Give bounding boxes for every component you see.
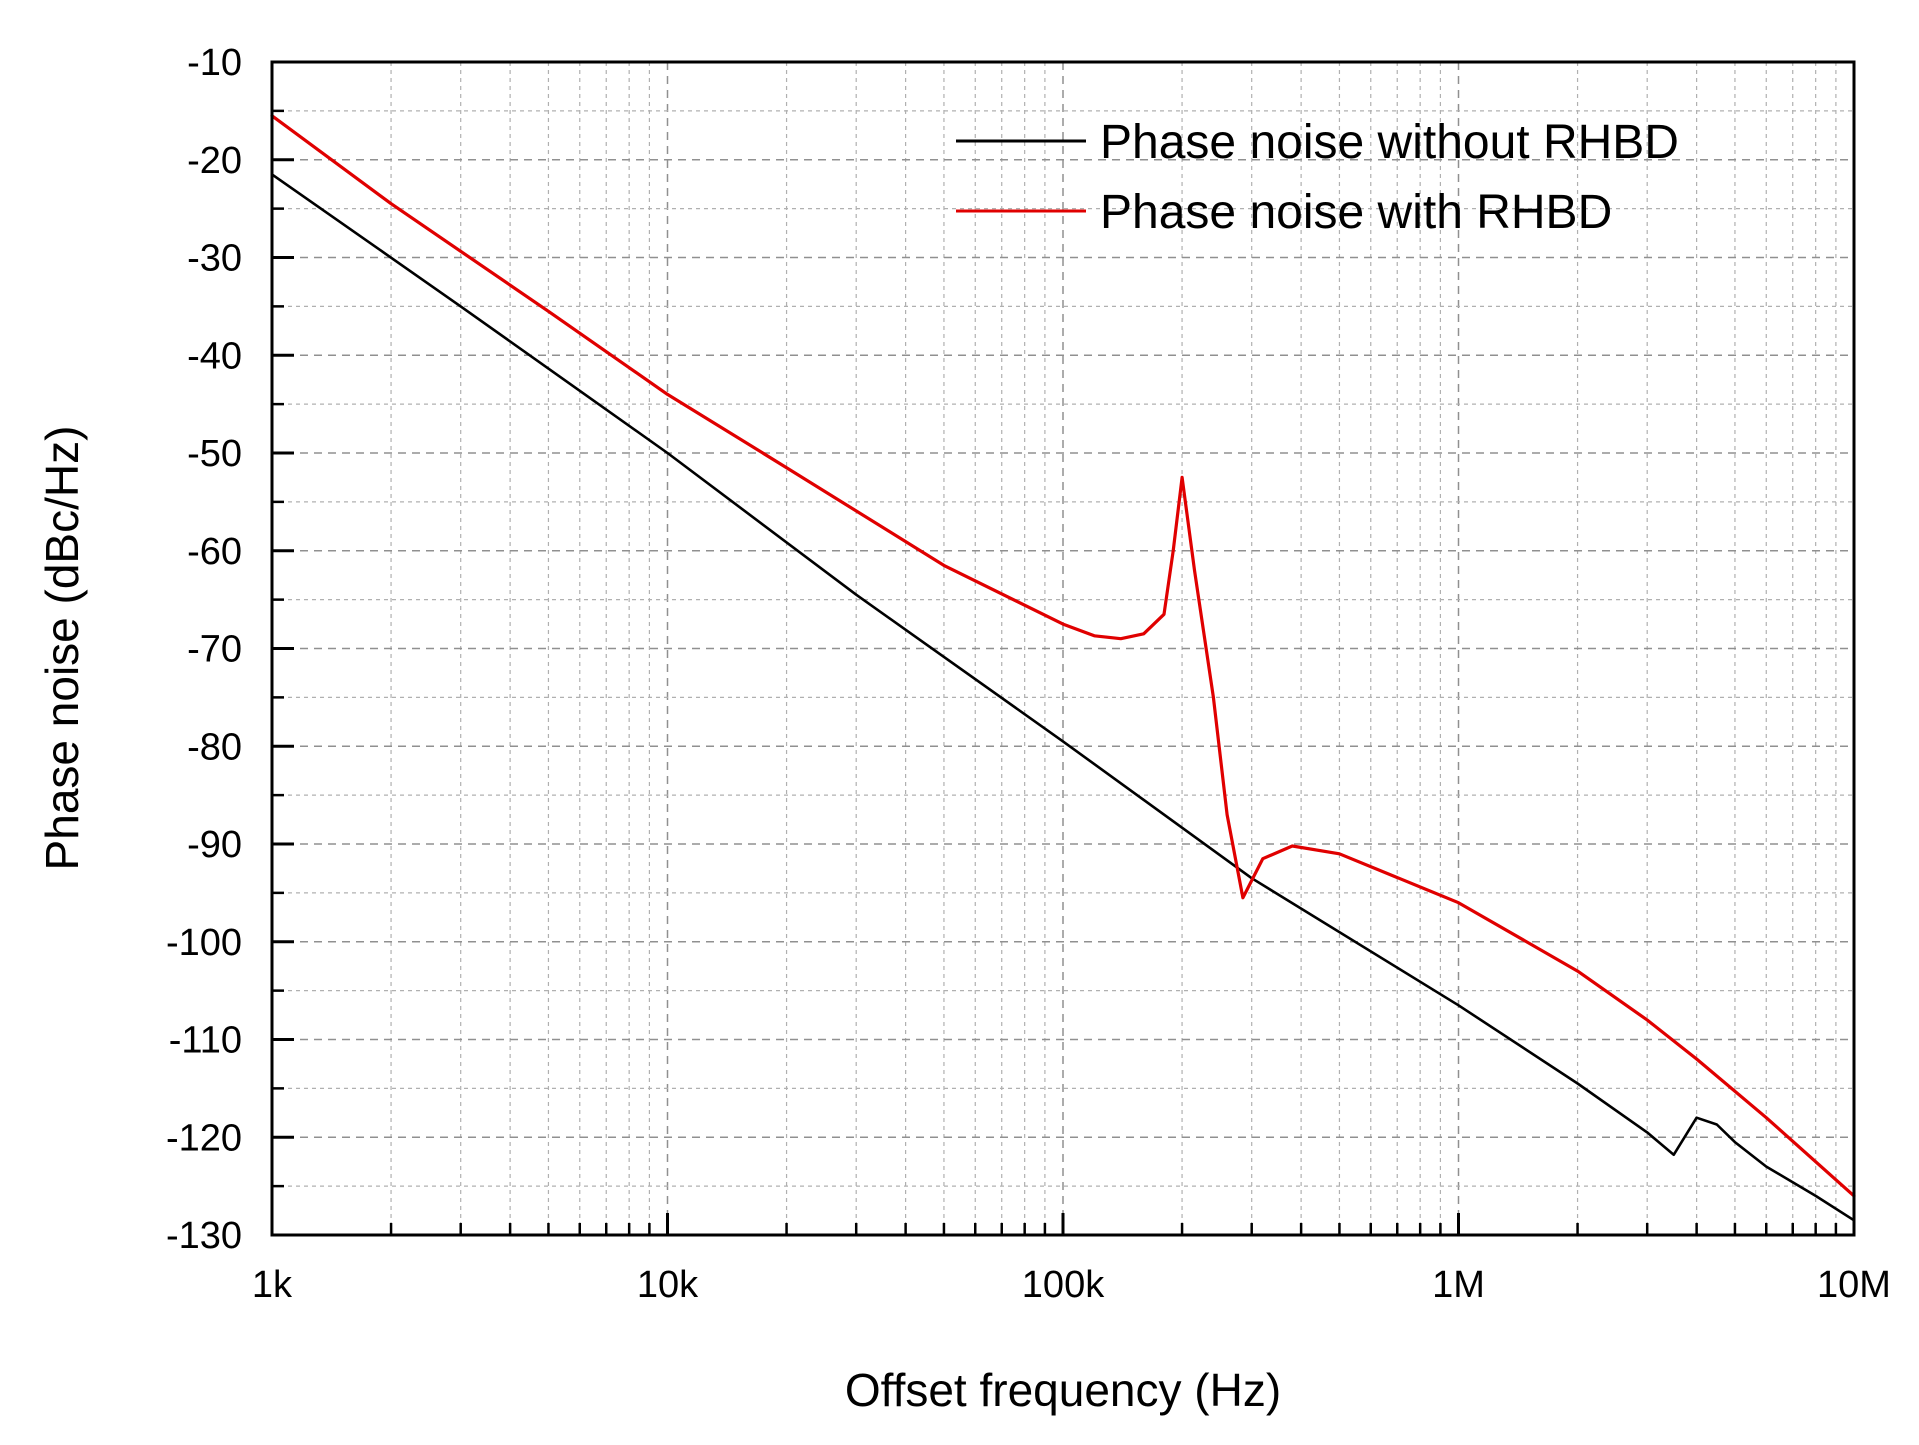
axis-ticks — [270, 60, 1856, 1237]
x-tick-label: 1M — [1432, 1264, 1485, 1306]
y-tick-label: -10 — [187, 42, 242, 84]
series-line-with-rhbd — [270, 114, 1856, 1198]
grid-lines — [272, 62, 1854, 1235]
legend-label-without-rhbd: Phase noise without RHBD — [1100, 116, 1679, 169]
series-line-without-rhbd — [270, 173, 1856, 1222]
y-tick-label: -110 — [169, 1020, 242, 1062]
y-tick-label: -20 — [187, 140, 242, 182]
y-axis-title: Phase noise (dBc/Hz) — [36, 426, 88, 871]
x-tick-label: 100k — [1022, 1264, 1105, 1306]
y-tick-label: -90 — [187, 824, 242, 866]
y-tick-label: -80 — [187, 726, 242, 768]
y-tick-label: -100 — [166, 922, 242, 964]
y-tick-label: -30 — [187, 238, 242, 280]
tick-labels: 1k 10k 100k 1M 10M -10 -20 -30 -40 -50 -60 -70 -80 -9… — [166, 42, 1891, 1306]
y-tick-label: -60 — [187, 531, 242, 573]
y-tick-label: -50 — [187, 433, 242, 475]
x-tick-label: 1k — [252, 1264, 293, 1306]
y-tick-label: -70 — [187, 629, 242, 671]
y-tick-label: -40 — [187, 335, 242, 377]
legend: Phase noise without RHBD Phase noise wit… — [956, 116, 1679, 239]
y-tick-label: -120 — [166, 1117, 242, 1159]
x-tick-label: 10M — [1817, 1264, 1891, 1306]
legend-label-with-rhbd: Phase noise with RHBD — [1100, 186, 1612, 239]
x-axis-title: Offset frequency (Hz) — [845, 1364, 1281, 1416]
data-series — [270, 114, 1856, 1222]
y-tick-label: -130 — [166, 1215, 242, 1257]
x-tick-label: 10k — [637, 1264, 699, 1306]
